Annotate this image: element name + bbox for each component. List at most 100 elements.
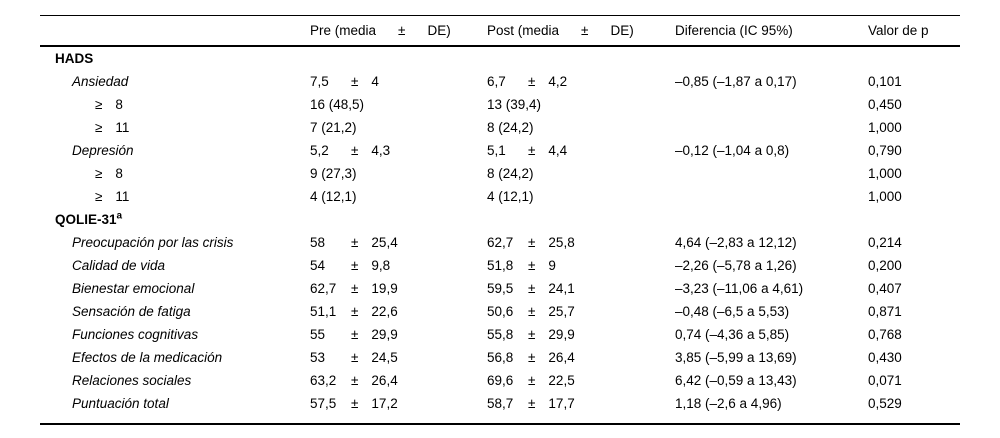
- table-row: ≥11 7 (21,2) 8 (24,2) 1,000: [40, 116, 960, 139]
- table-row: ≥8 9 (27,3) 8 (24,2) 1,000: [40, 162, 960, 185]
- post-cell: 56,8 ± 26,4: [487, 346, 675, 369]
- plus-minus-symbol: ±: [351, 327, 359, 342]
- pre-mean: 4 (12,1): [310, 189, 357, 204]
- row-label-threshold: 11: [115, 120, 130, 135]
- difference-cell: [675, 47, 868, 70]
- post-sd: 4,2: [548, 74, 568, 89]
- post-sd: 25,7: [548, 304, 575, 319]
- pvalue-cell: 0,450: [868, 97, 902, 112]
- difference-cell: 0,74 (–4,36 a 5,85): [675, 327, 790, 342]
- post-cell: 59,5 ± 24,1: [487, 277, 675, 300]
- difference-cell: 1,18 (–2,6 a 4,96): [675, 396, 782, 411]
- post-cell: 13 (39,4): [487, 93, 675, 116]
- difference-cell: –3,23 (–11,06 a 4,61): [675, 281, 804, 296]
- pvalue-cell: 1,000: [868, 189, 902, 204]
- pvalue-cell: 0,790: [868, 143, 902, 158]
- post-mean: 6,7: [487, 74, 506, 89]
- row-label: Funciones cognitivas: [40, 323, 310, 346]
- difference-cell: [675, 162, 868, 185]
- row-label-text: Sensación de fatiga: [72, 304, 191, 319]
- post-header-de: DE): [610, 23, 634, 38]
- pre-header-text: Pre (media: [310, 23, 377, 38]
- pvalue-cell: 0,071: [868, 373, 902, 388]
- difference-cell: [675, 185, 868, 208]
- pre-mean: 57,5: [310, 396, 337, 411]
- difference-cell: –2,26 (–5,78 a 1,26): [675, 258, 797, 273]
- plus-minus-symbol: ±: [581, 23, 589, 38]
- pre-mean: 55: [310, 327, 326, 342]
- pre-mean: [310, 47, 338, 70]
- col-header-difference: Diferencia (IC 95%): [675, 23, 793, 38]
- pre-mean: 63,2: [310, 373, 337, 388]
- post-mean: 4 (12,1): [487, 189, 534, 204]
- table-header-row: Pre (media ± DE) Post (media ± DE) Difer…: [40, 16, 960, 45]
- row-label-text: Preocupación por las crisis: [72, 235, 234, 250]
- plus-minus-symbol: ±: [351, 258, 359, 273]
- pre-cell: 7 (21,2): [310, 116, 487, 139]
- pre-sd: 25,4: [371, 235, 398, 250]
- table-row: Calidad de vida 54 ± 9,8 51,8 ± 9 –2,26 …: [40, 254, 960, 277]
- plus-minus-symbol: ±: [351, 304, 359, 319]
- pre-cell: 58 ± 25,4: [310, 231, 487, 254]
- row-label-text: Relaciones sociales: [72, 373, 192, 388]
- post-cell: [487, 208, 675, 231]
- plus-minus-symbol: ±: [528, 281, 536, 296]
- row-label-threshold: 11: [115, 189, 130, 204]
- post-mean: 5,1: [487, 143, 506, 158]
- plus-minus-symbol: ±: [351, 396, 359, 411]
- difference-cell: 6,42 (–0,59 a 13,43): [675, 373, 797, 388]
- row-label: Depresión: [40, 139, 310, 162]
- footnote-marker: a: [116, 210, 123, 222]
- pre-cell: [310, 208, 487, 231]
- plus-minus-symbol: ±: [351, 143, 359, 158]
- pre-mean: 5,2: [310, 143, 329, 158]
- col-header-pre: Pre (media ± DE): [310, 16, 487, 45]
- pre-cell: 9 (27,3): [310, 162, 487, 185]
- pre-mean: 51,1: [310, 304, 337, 319]
- plus-minus-symbol: ±: [528, 350, 536, 365]
- plus-minus-symbol: ±: [528, 74, 536, 89]
- post-cell: 8 (24,2): [487, 162, 675, 185]
- pre-mean: 9 (27,3): [310, 166, 357, 181]
- difference-cell: –0,85 (–1,87 a 0,17): [675, 74, 797, 89]
- post-mean: 59,5: [487, 281, 514, 296]
- post-sd: 22,5: [548, 373, 575, 388]
- results-table: Pre (media ± DE) Post (media ± DE) Difer…: [40, 15, 960, 425]
- pvalue-cell: 1,000: [868, 166, 902, 181]
- post-cell: 55,8 ± 29,9: [487, 323, 675, 346]
- post-cell: 62,7 ± 25,8: [487, 231, 675, 254]
- post-sd: 29,9: [548, 327, 575, 342]
- pre-sd: 19,9: [371, 281, 398, 296]
- row-label-text: Funciones cognitivas: [72, 327, 199, 342]
- plus-minus-symbol: ±: [351, 281, 359, 296]
- pre-cell: 55 ± 29,9: [310, 323, 487, 346]
- pre-cell: 62,7 ± 19,9: [310, 277, 487, 300]
- table-row: Puntuación total 57,5 ± 17,2 58,7 ± 17,7…: [40, 392, 960, 415]
- post-mean: 56,8: [487, 350, 514, 365]
- table-body: HADS Ansiedad 7,5 ± 4 6,7 ± 4,2 –0,85 (–: [40, 47, 960, 415]
- difference-cell: [675, 116, 868, 139]
- pre-mean: 54: [310, 258, 326, 273]
- post-header-text: Post (media: [487, 23, 560, 38]
- post-mean: 69,6: [487, 373, 514, 388]
- difference-cell: 4,64 (–2,83 a 12,12): [675, 235, 797, 250]
- pvalue-cell: 0,529: [868, 396, 902, 411]
- post-cell: 58,7 ± 17,7: [487, 392, 675, 415]
- plus-minus-symbol: ±: [528, 143, 536, 158]
- table-row: QOLIE-31a: [40, 208, 960, 231]
- pre-sd: 4: [371, 74, 379, 89]
- post-cell: 69,6 ± 22,5: [487, 369, 675, 392]
- pre-sd: 17,2: [371, 396, 398, 411]
- pre-cell: 57,5 ± 17,2: [310, 392, 487, 415]
- pre-cell: 4 (12,1): [310, 185, 487, 208]
- pre-sd: 4,3: [371, 143, 391, 158]
- post-sd: 25,8: [548, 235, 575, 250]
- bottom-rule: [40, 423, 960, 425]
- pre-mean: 58: [310, 235, 326, 250]
- pre-mean: 7,5: [310, 74, 329, 89]
- pre-cell: 7,5 ± 4: [310, 70, 487, 93]
- post-sd: 9: [548, 258, 556, 273]
- table-row: Depresión 5,2 ± 4,3 5,1 ± 4,4 –0,12 (–1,…: [40, 139, 960, 162]
- post-mean: 8 (24,2): [487, 120, 534, 135]
- pre-cell: 5,2 ± 4,3: [310, 139, 487, 162]
